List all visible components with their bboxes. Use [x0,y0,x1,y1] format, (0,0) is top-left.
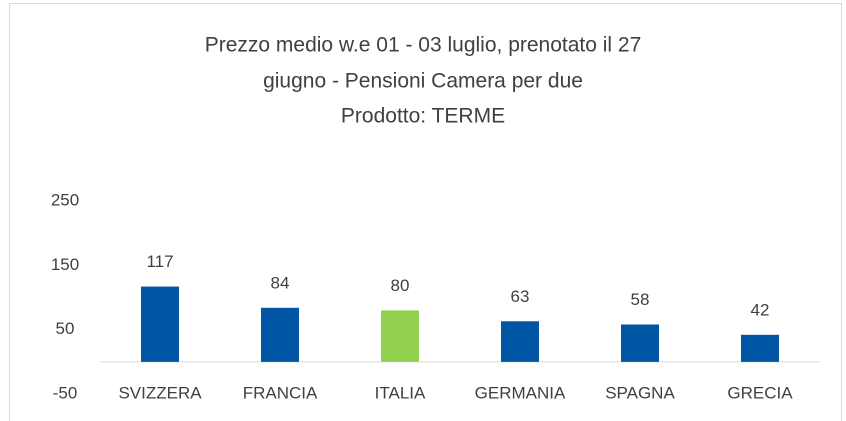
x-tick-label: SVIZZERA [118,383,202,402]
y-tick-label: 250 [51,190,79,209]
x-tick-label: GRECIA [727,383,793,402]
data-label: 117 [146,252,173,271]
data-label: 63 [511,287,530,306]
y-tick-label: -50 [53,383,78,402]
data-label: 80 [391,276,410,295]
y-tick-label: 150 [51,255,79,274]
chart-title: giugno - Pensioni Camera per due [263,70,583,93]
bar [741,334,779,362]
bar [141,286,179,362]
chart-title: Prodotto: TERME [341,105,505,128]
x-tick-label: GERMANIA [475,383,566,402]
bar [261,307,299,362]
x-tick-label: SPAGNA [605,383,675,402]
bar [621,324,659,362]
y-tick-label: 50 [56,319,75,338]
chart-frame [9,3,842,421]
bar [501,321,539,362]
x-tick-label: ITALIA [375,383,426,402]
data-label: 42 [751,300,770,319]
bar [381,310,419,362]
chart-title: Prezzo medio w.e 01 - 03 luglio, prenota… [205,34,642,57]
x-tick-label: FRANCIA [243,383,318,402]
data-label: 84 [271,273,290,292]
data-label: 58 [631,290,650,309]
